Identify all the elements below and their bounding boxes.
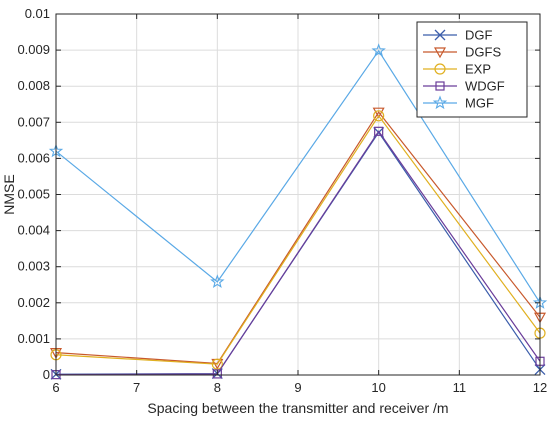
y-tick-label: 0.007 xyxy=(17,114,50,129)
x-tick-label: 6 xyxy=(52,380,59,395)
axis-ticks: 6 7 8 9 10 11 12 0 0.001 0.002 0.003 0.004 0.005 0.00… xyxy=(17,6,547,395)
data-point-mgf xyxy=(371,43,386,57)
series-line-mgf xyxy=(55,49,541,304)
legend-label-exp: EXP xyxy=(465,62,491,77)
y-tick-label: 0.006 xyxy=(17,150,50,165)
y-tick-label: 0.005 xyxy=(17,187,50,202)
legend: DGF DGFS EXP WDGF MGF xyxy=(416,21,528,118)
data-point-exp xyxy=(373,110,385,122)
data-point-exp xyxy=(211,358,223,370)
legend-item-exp: EXP xyxy=(423,62,491,77)
y-tick-label: 0.001 xyxy=(17,331,50,346)
legend-item-dgfs: DGFS xyxy=(423,45,501,60)
series-line-exp xyxy=(55,114,541,365)
y-tick-label: 0.002 xyxy=(17,295,50,310)
x-tick-label: 9 xyxy=(294,380,301,395)
y-axis-label: NMSE xyxy=(1,174,17,214)
x-tick-label: 11 xyxy=(453,380,467,395)
data-point-dgfs xyxy=(372,107,385,119)
y-tick-label: 0.003 xyxy=(17,259,50,274)
x-tick-label: 10 xyxy=(371,380,385,395)
y-tick-label: 0 xyxy=(43,367,50,382)
legend-marker-dgf xyxy=(434,29,446,41)
legend-label-dgf: DGF xyxy=(465,28,493,43)
legend-item-dgf: DGF xyxy=(423,28,493,43)
x-tick-label: 7 xyxy=(133,380,140,395)
x-tick-label: 12 xyxy=(533,380,547,395)
legend-label-wdgf: WDGF xyxy=(465,79,505,94)
data-point-mgf xyxy=(210,274,225,288)
y-tick-label: 0.01 xyxy=(25,6,50,21)
data-point-wdgf xyxy=(212,369,222,379)
x-axis-label: Spacing between the transmitter and rece… xyxy=(147,400,448,416)
data-point-wdgf xyxy=(374,126,384,136)
x-tick-label: 8 xyxy=(214,380,221,395)
legend-label-dgfs: DGFS xyxy=(465,45,501,60)
y-tick-label: 0.009 xyxy=(17,42,50,57)
legend-label-mgf: MGF xyxy=(465,96,494,111)
series-mgf xyxy=(48,43,548,309)
y-tick-label: 0.004 xyxy=(17,223,50,238)
legend-marker-mgf xyxy=(432,95,448,110)
legend-marker-wdgf xyxy=(435,81,445,91)
legend-item-wdgf: WDGF xyxy=(423,79,505,94)
legend-marker-dgfs xyxy=(433,47,447,59)
series-line-dgfs xyxy=(55,111,541,365)
legend-item-mgf: MGF xyxy=(423,95,494,111)
legend-marker-exp xyxy=(434,63,446,75)
series-dgfs xyxy=(49,107,547,370)
y-tick-label: 0.008 xyxy=(17,78,50,93)
